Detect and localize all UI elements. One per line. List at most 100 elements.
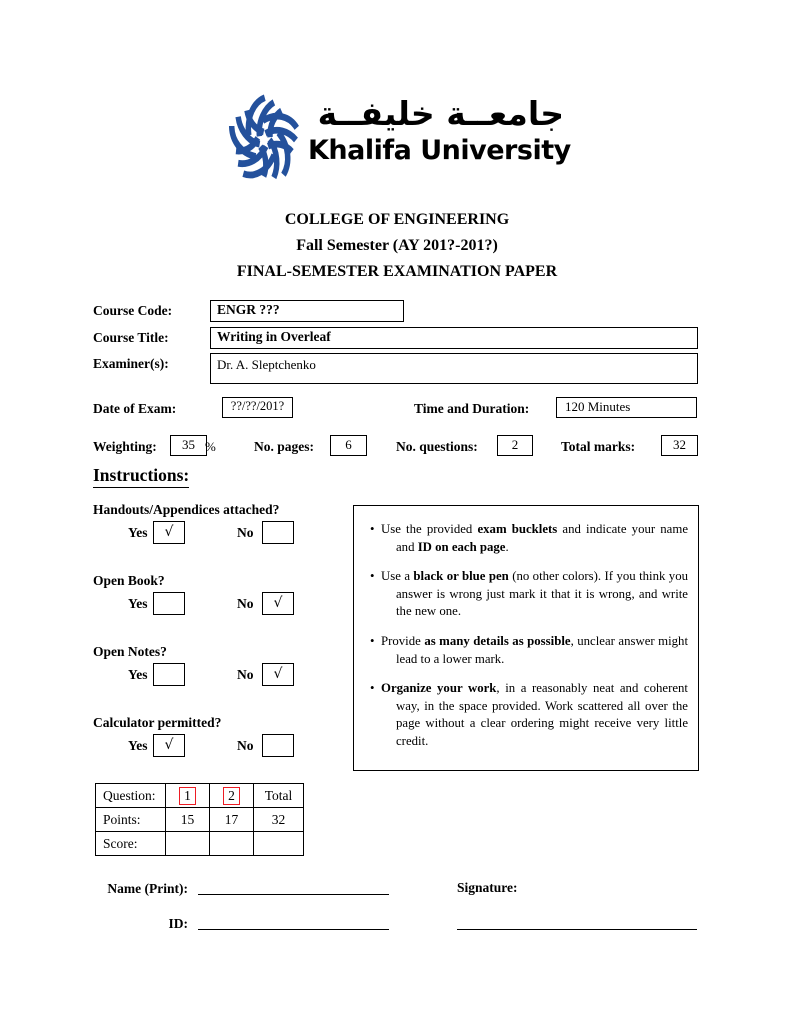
instruction-list: Use the provided exam bucklets and indic… [353,505,699,771]
bold-text: Organize your work [381,681,497,696]
score-table-cell: Score: [95,831,166,856]
id-label: ID: [168,916,189,931]
course-title-field: Writing in Overleaf [210,327,698,349]
yes-label: Yes [128,525,148,540]
num-questions-field: 2 [497,435,533,456]
course-code-label: Course Code: [93,303,173,318]
bold-text: ID on each page [417,539,506,554]
exam-paper-title: FINAL-SEMESTER EXAMINATION PAPER [236,263,558,280]
course-code-field: ENGR ??? [210,300,404,322]
total-marks-field: 32 [661,435,698,456]
course-title-label: Course Title: [93,330,169,345]
weighting-field: 35 [170,435,207,456]
no-label: No [237,525,254,540]
yes-no-row: Yes √ No [93,521,333,544]
yes-label: Yes [128,667,148,682]
score-table-cell [209,831,254,856]
no-checkbox: √ [262,592,294,615]
bold-text: black or blue pen [413,569,509,584]
text: , in a reasonably neat and coherent way,… [396,681,688,748]
question-block-0: Handouts/Appendices attached? Yes √ No [93,501,333,544]
yes-no-row: Yes √ No [93,734,333,757]
score-table-row-2: Score: [95,831,304,856]
score-table-cell: 32 [253,807,304,832]
score-table-body: Question: 1 2 Total Points: 15 17 32 Score: [95,783,304,856]
university-name-arabic: جامعــة خليفــة [317,94,564,133]
num-pages-field: 6 [330,435,367,456]
duration-label: Time and Duration: [414,401,530,416]
score-table-cell: Total [253,783,304,808]
yes-checkbox: √ [153,521,185,544]
score-table-cell: Points: [95,807,166,832]
no-checkbox: √ [262,663,294,686]
instruction-bullet-item: Use the provided exam bucklets and indic… [354,521,688,556]
text: . [505,539,509,554]
university-name-english: Khalifa University [308,135,571,166]
signature-label: Signature: [457,880,518,895]
name-print-label: Name (Print): [107,881,188,896]
score-table-cell [253,831,304,856]
question-1-link[interactable]: 1 [179,787,196,805]
no-checkbox [262,734,294,757]
instruction-bullet-item: Organize your work, in a reasonably neat… [354,680,688,750]
text: , unclear answer might lead to a lower m… [396,633,689,666]
yes-no-row: Yes No √ [93,592,333,615]
score-table-cell: 1 [165,783,210,808]
checkbox-questions: Handouts/Appendices attached? Yes √ No Open … [93,501,333,785]
examiner-field: Dr. A. Sleptchenko [210,353,698,384]
bold-text: exam bucklets [477,522,558,536]
yes-checkbox [153,592,185,615]
date-of-exam-label: Date of Exam: [93,401,177,416]
question-2-link[interactable]: 2 [223,787,240,805]
semester-title: Fall Semester (AY 201?-201?) [296,237,498,254]
bold-text: as many details as possible [424,633,571,648]
question-block-2: Open Notes? Yes No √ [93,643,333,686]
date-of-exam-field: ??/??/201? [222,397,293,418]
instruction-bullet-item: Use a black or blue pen (no other colors… [354,568,688,621]
id-underline [198,929,389,930]
score-table-cell: Question: [95,783,166,808]
question-block-3: Calculator permitted? Yes √ No [93,714,333,757]
score-table: Question: 1 2 Total Points: 15 17 32 Score: [95,783,304,856]
instructions-heading: Instructions: [93,464,190,488]
yes-no-row: Yes No √ [93,663,333,686]
question-label: Open Book? [93,573,165,588]
weighting-label: Weighting: [93,439,157,454]
duration-field: 120 Minutes [556,397,697,418]
num-questions-label: No. questions: [396,439,478,454]
instruction-bullet-item: Provide as many details as possible, unc… [354,633,688,668]
num-pages-label: No. pages: [254,439,314,454]
college-title: COLLEGE OF ENGINEERING [284,211,510,228]
score-table-row-0: Question: 1 2 Total [95,783,304,808]
text: Use the provided [381,522,478,536]
yes-checkbox [153,663,185,686]
examiner-label: Examiner(s): [93,356,169,371]
yes-label: Yes [128,738,148,753]
signature-underline [457,929,697,930]
score-table-cell [165,831,210,856]
no-label: No [237,738,254,753]
total-marks-label: Total marks: [561,439,636,454]
question-label: Calculator permitted? [93,715,222,730]
question-label: Handouts/Appendices attached? [93,502,280,517]
university-logo-icon [226,93,302,187]
score-table-cell: 15 [165,807,210,832]
text: Provide [381,633,425,648]
question-block-1: Open Book? Yes No √ [93,572,333,615]
yes-label: Yes [128,596,148,611]
no-label: No [237,667,254,682]
text: Use a [381,569,414,584]
no-label: No [237,596,254,611]
yes-checkbox: √ [153,734,185,757]
score-table-cell: 2 [209,783,254,808]
score-table-row-1: Points: 15 17 32 [95,807,304,832]
score-table-cell: 17 [209,807,254,832]
no-checkbox [262,521,294,544]
name-underline [198,894,389,895]
percent-sign: % [205,439,216,454]
university-logo-text: جامعــة خليفــة Khalifa University [308,94,571,167]
text: and indicate your name and [396,522,688,554]
question-label: Open Notes? [93,644,167,659]
text: (no other colors). If you think you answ… [396,569,689,619]
